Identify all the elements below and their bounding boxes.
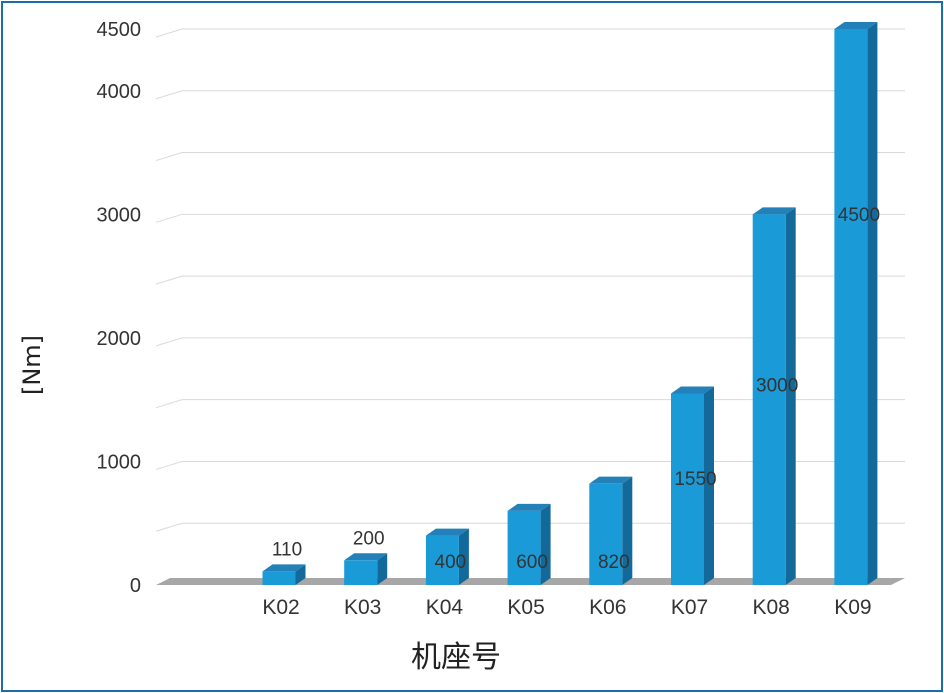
bar-front [344, 560, 378, 585]
gridline [155, 90, 905, 100]
y-axis-ticks: 0 1000 2000 3000 4000 4500 [97, 19, 142, 597]
bar-side [540, 503, 551, 585]
bar-side [377, 553, 388, 585]
x-axis-labels: K02 K03 K04 K05 K06 K07 K08 K09 [262, 596, 871, 619]
bar-side [295, 564, 306, 585]
bar-front [507, 510, 541, 585]
bar-side [622, 476, 633, 585]
gridline [155, 399, 905, 409]
bar-K08 [752, 207, 796, 586]
bar-top [425, 528, 469, 536]
x-tick-label: K03 [344, 596, 381, 619]
data-label: 1550 [674, 469, 716, 490]
bar-side [785, 207, 796, 586]
bar-front [425, 535, 459, 585]
x-tick-label: K05 [507, 596, 544, 619]
y-axis-title: [Nm] [18, 335, 46, 395]
bar-front [589, 483, 623, 585]
x-tick-label: K04 [426, 596, 464, 619]
x-tick-label: K08 [753, 596, 790, 619]
bar-front [262, 571, 296, 585]
gridline [155, 213, 905, 223]
bar-top [671, 386, 714, 394]
gridlines [155, 28, 905, 532]
data-label: 600 [516, 552, 548, 573]
data-label: 820 [598, 552, 630, 573]
bars [262, 22, 878, 586]
bar-top [507, 503, 551, 511]
bar-K09 [834, 22, 878, 585]
data-label: 3000 [756, 376, 798, 397]
x-axis-title: 机座号 [411, 640, 501, 675]
bar-side [867, 22, 878, 585]
bar-top [834, 22, 878, 29]
gridline [155, 460, 905, 470]
bar-K06 [589, 476, 633, 585]
data-labels: 110 200 400 600 820 1550 3000 4500 [272, 205, 880, 573]
bar-top [262, 564, 306, 572]
bar-top [589, 476, 633, 484]
bar-K03 [344, 553, 388, 585]
gridline [155, 337, 905, 347]
gridline [155, 522, 905, 532]
bar-K02 [262, 564, 306, 585]
y-tick-label: 1000 [97, 451, 142, 473]
bar-K04 [425, 528, 469, 585]
bar-side [458, 528, 469, 585]
gridline [155, 275, 905, 285]
data-label: 110 [272, 539, 302, 560]
bar-front [834, 29, 868, 585]
bar-front [752, 214, 786, 586]
y-tick-label: 0 [130, 575, 141, 597]
x-tick-label: K06 [589, 596, 626, 619]
x-tick-label: K09 [834, 596, 871, 619]
bar-side [704, 386, 714, 585]
data-label: 4500 [838, 205, 880, 226]
bar-K05 [507, 503, 551, 585]
data-label: 200 [353, 528, 385, 549]
gridline [155, 28, 905, 38]
y-tick-label: 4000 [97, 81, 142, 103]
data-label: 400 [435, 552, 467, 573]
bar-top [344, 553, 388, 561]
y-tick-label: 2000 [97, 328, 142, 350]
gridline [155, 152, 905, 162]
y-tick-label: 4500 [97, 19, 142, 41]
bar-top [752, 207, 796, 215]
y-tick-label: 3000 [97, 204, 142, 226]
x-tick-label: K07 [671, 596, 708, 619]
bar-K07 [671, 386, 714, 585]
x-tick-label: K02 [262, 596, 299, 619]
bar-front [671, 393, 704, 585]
